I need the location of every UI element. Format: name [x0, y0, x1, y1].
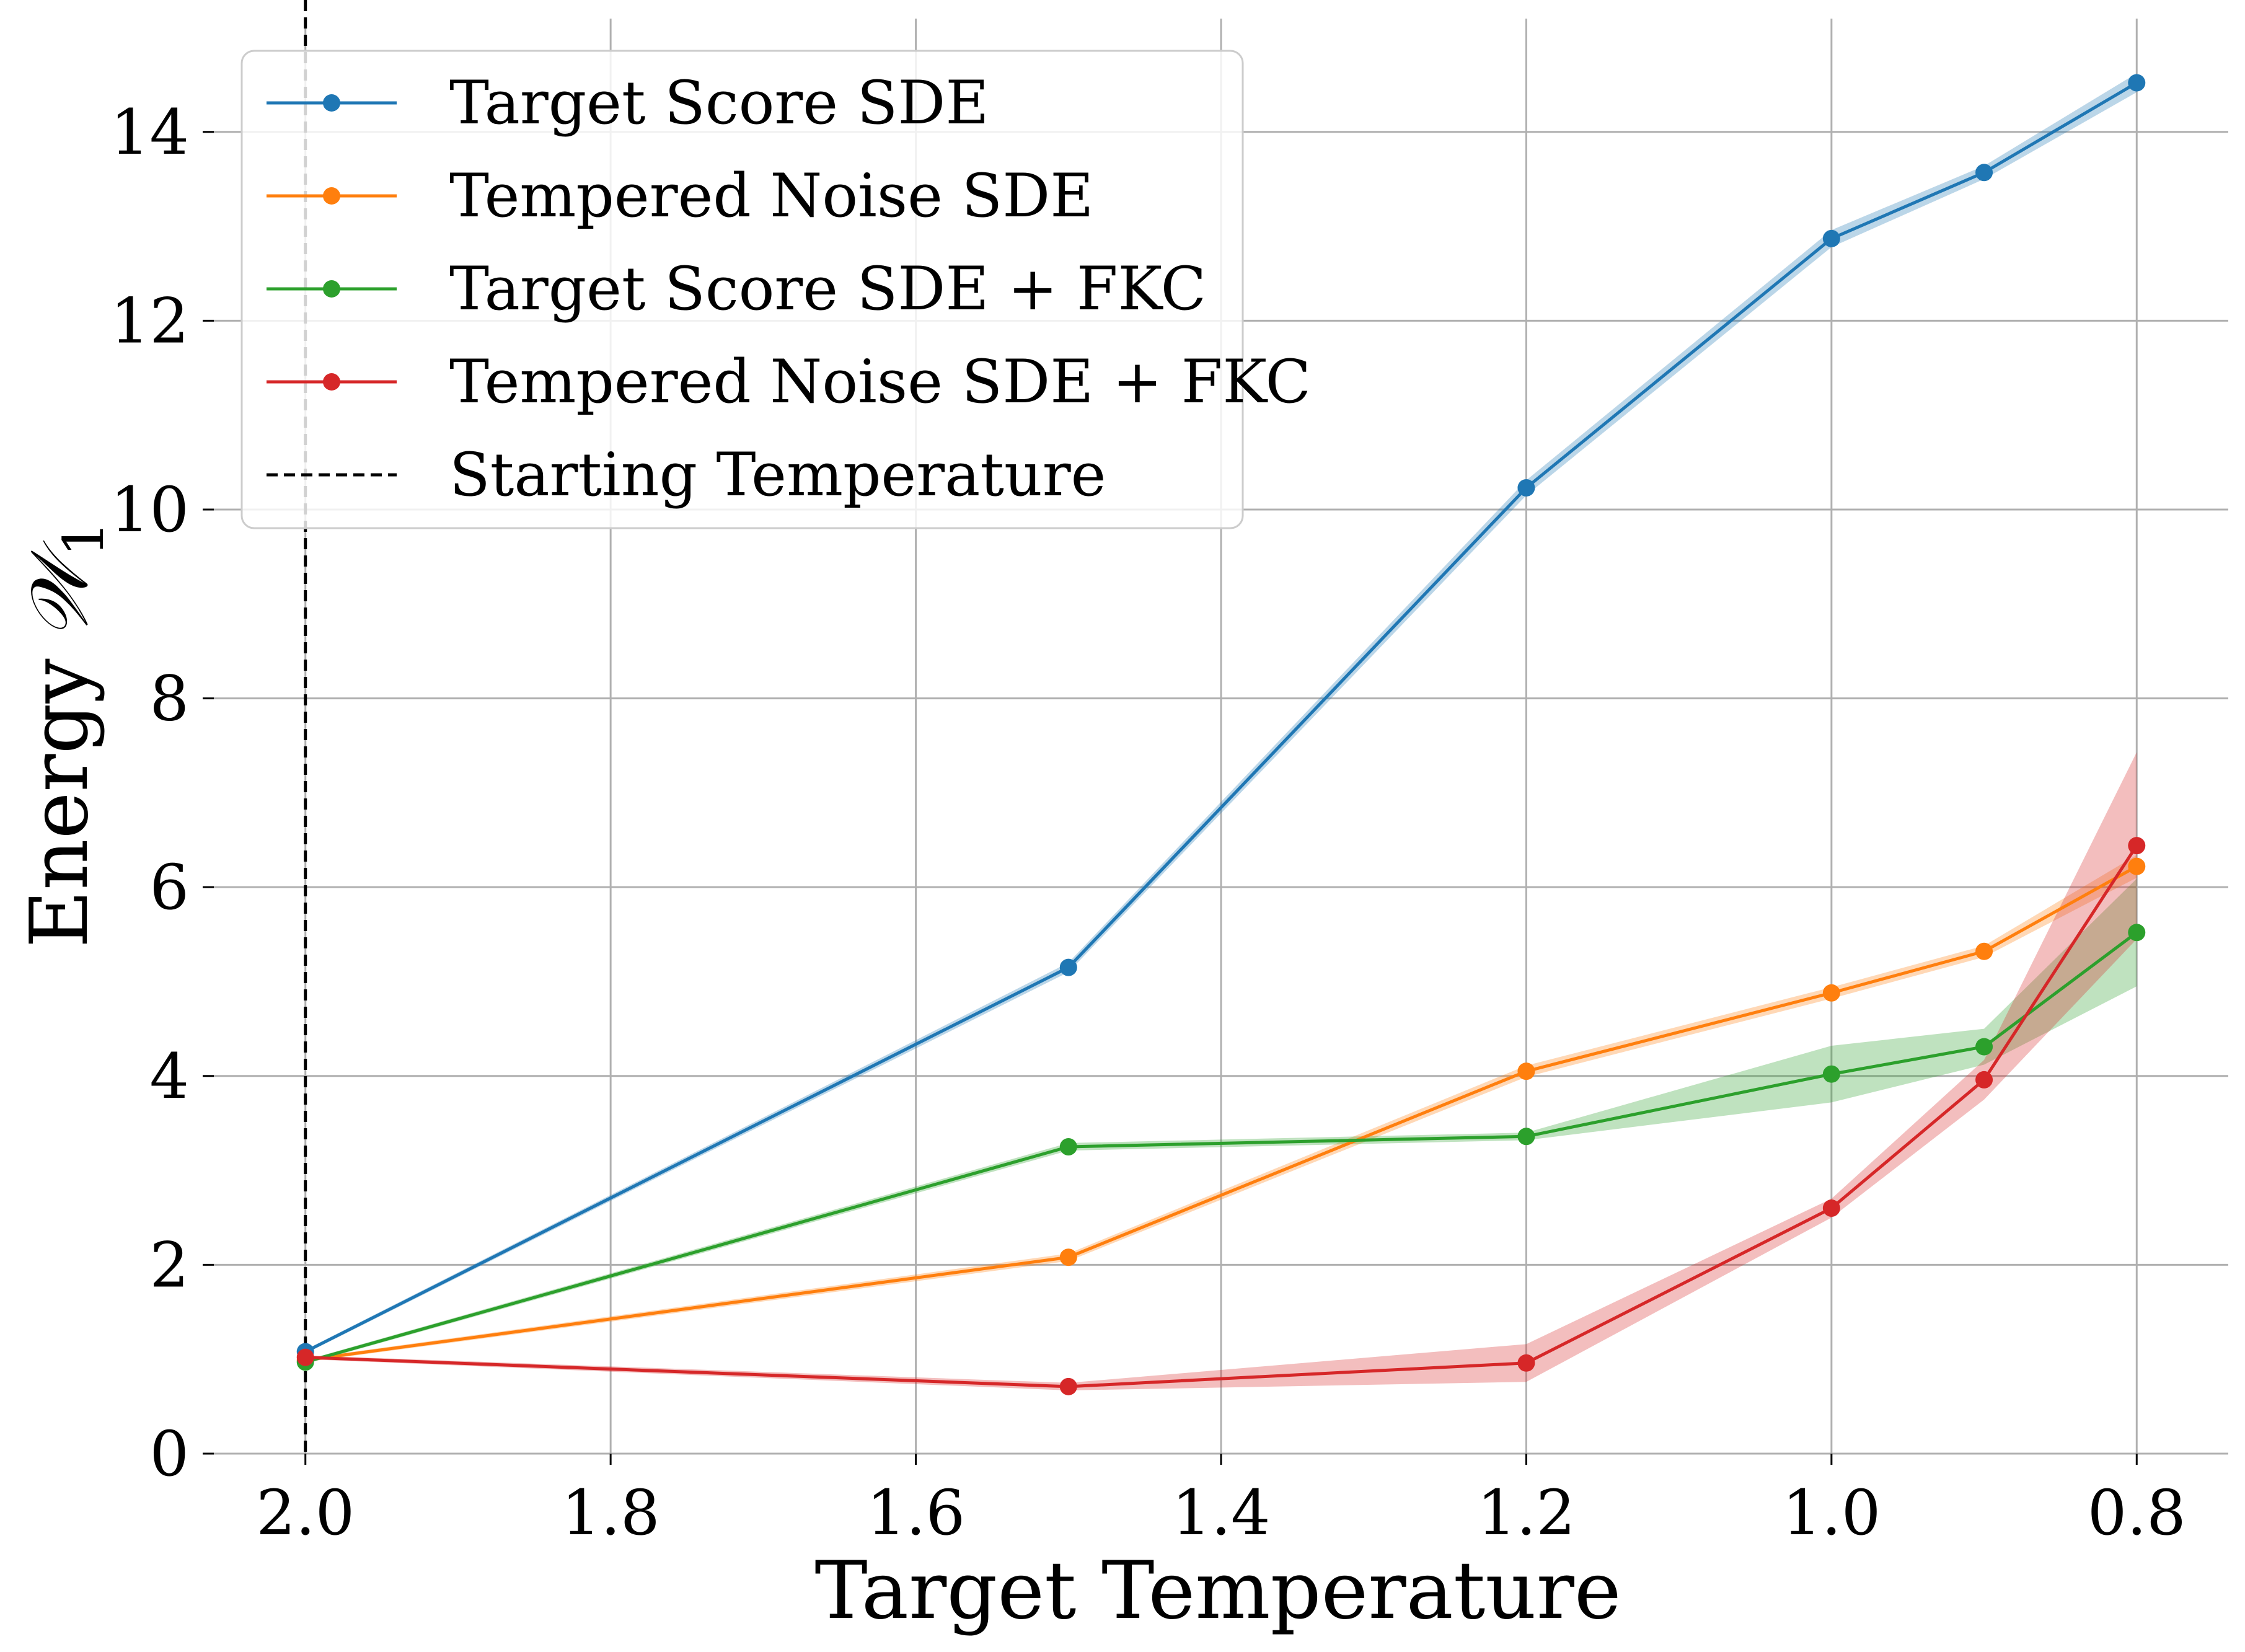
x-tick-label: 1.6: [867, 1477, 965, 1549]
legend-entry: Target Score SDE: [267, 68, 989, 138]
y-tick-label: 12: [110, 285, 189, 357]
data-point: [1975, 942, 1993, 960]
legend: Target Score SDE Tempered Noise SDE Target…: [240, 50, 1311, 529]
x-tick-label: 1.0: [1782, 1477, 1881, 1549]
legend-marker: [323, 187, 340, 205]
data-point: [2128, 74, 2146, 92]
data-point: [1517, 1354, 1535, 1372]
data-point: [296, 1348, 314, 1366]
legend-marker: [323, 94, 340, 112]
data-point: [1975, 164, 1993, 182]
series-lines: [296, 74, 2146, 1395]
data-point: [1059, 958, 1077, 976]
legend-entry: Starting Temperature: [267, 440, 1106, 510]
legend-entry: Target Score SDE + FKC: [267, 254, 1206, 324]
data-point: [1517, 1128, 1535, 1146]
data-point: [1822, 1065, 1840, 1083]
x-tick-label: 2.0: [256, 1477, 355, 1549]
data-point: [1059, 1248, 1077, 1266]
data-point: [2128, 924, 2146, 942]
legend-label: Target Score SDE: [449, 68, 989, 138]
data-point: [1822, 229, 1840, 247]
legend-entry: Tempered Noise SDE: [267, 161, 1093, 231]
data-point: [1517, 479, 1535, 497]
y-tick-label: 6: [149, 851, 189, 924]
data-point: [1822, 984, 1840, 1002]
y-tick-label: 8: [149, 663, 189, 735]
x-tick-label: 1.8: [562, 1477, 660, 1549]
data-point: [1975, 1071, 1993, 1089]
x-tick-label: 0.8: [2088, 1477, 2186, 1549]
y-tick-label: 2: [149, 1229, 189, 1301]
series-line: [305, 931, 2138, 1364]
x-tick-label: 1.2: [1477, 1477, 1576, 1549]
series-line: [304, 81, 2138, 1353]
y-axis-ticks: 0 2 4 6 8 10 12 14: [110, 96, 214, 1490]
y-tick-label: 4: [149, 1040, 189, 1113]
x-axis-ticks: 2.0 1.8 1.6 1.4 1.2 1.0 0.8: [256, 1454, 2186, 1549]
data-point: [1975, 1038, 1993, 1056]
legend-label: Starting Temperature: [449, 440, 1106, 510]
legend-marker: [323, 280, 340, 298]
data-point: [2128, 857, 2146, 875]
series-line: [305, 844, 2138, 1389]
legend-label: Tempered Noise SDE: [449, 161, 1093, 231]
legend-marker: [323, 373, 340, 391]
y-tick-label: 0: [149, 1418, 189, 1490]
data-point: [2128, 837, 2146, 855]
data-point: [1059, 1138, 1077, 1156]
x-tick-label: 1.4: [1171, 1477, 1270, 1549]
y-axis-label-subscript: 1: [51, 521, 117, 557]
y-axis-label: Energy𝒲1: [14, 521, 117, 948]
legend-label: Tempered Noise SDE + FKC: [449, 347, 1311, 417]
data-point: [1822, 1199, 1840, 1217]
data-point: [1517, 1062, 1535, 1080]
x-axis-label: Target Temperature: [814, 1545, 1621, 1637]
legend-box: [240, 50, 1244, 529]
legend-entry: Tempered Noise SDE + FKC: [267, 347, 1311, 417]
y-axis-label-text: Energy: [14, 658, 106, 948]
y-tick-label: 10: [110, 474, 189, 546]
series-line: [305, 865, 2138, 1362]
data-point: [1059, 1377, 1077, 1395]
legend-label: Target Score SDE + FKC: [449, 254, 1206, 324]
y-tick-label: 14: [110, 96, 189, 169]
